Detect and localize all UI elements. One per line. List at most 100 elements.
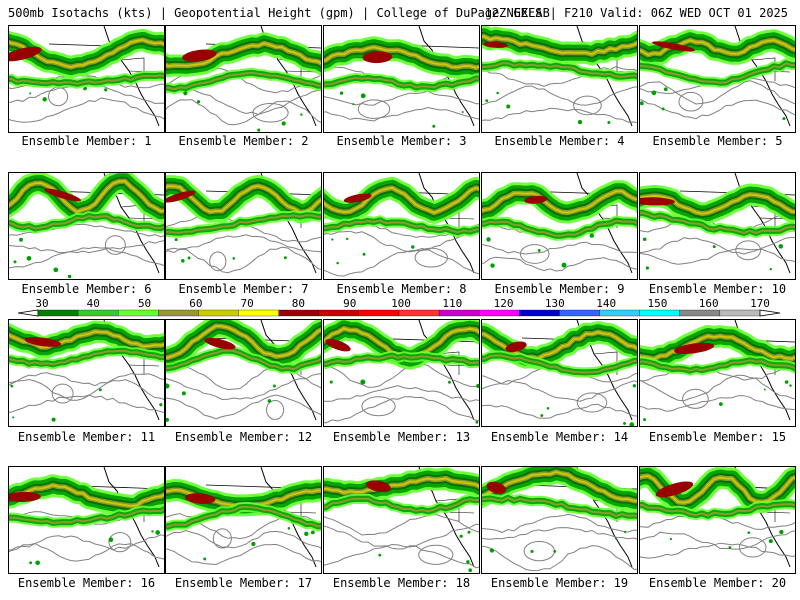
height-contour <box>166 373 321 401</box>
ensemble-map <box>9 467 164 568</box>
height-contour <box>324 106 479 122</box>
height-contour <box>324 385 479 402</box>
ensemble-panel <box>8 25 165 133</box>
isotach-speckle <box>29 561 33 565</box>
isotach-speckle <box>553 549 557 553</box>
map-title-right: 12Z GEFS | F210 Valid: 06Z WED OCT 01 20… <box>484 6 788 20</box>
height-contour <box>482 379 637 402</box>
isotach-speckle <box>448 380 451 384</box>
isotach-speckle <box>360 93 366 99</box>
height-contour <box>166 543 321 566</box>
isotach-speckle <box>51 417 56 422</box>
height-contour <box>482 545 637 572</box>
isotach-speckle <box>782 117 786 121</box>
jet-core-yellow <box>9 180 164 213</box>
jet-core-yellow <box>640 335 795 360</box>
jet-core-yellow <box>640 39 795 56</box>
height-contour-loop <box>48 86 69 107</box>
isotach-speckle <box>19 237 23 242</box>
ensemble-panel <box>8 466 165 574</box>
ensemble-panel <box>8 172 165 280</box>
jet-secondary <box>640 211 795 234</box>
height-contour <box>9 394 164 414</box>
isotach-speckle <box>108 537 114 543</box>
isotach-speckle <box>490 263 495 268</box>
jet-secondary <box>482 354 637 374</box>
jet-core-yellow <box>9 484 164 507</box>
colorbar-swatch <box>238 309 279 317</box>
isotach-speckle <box>155 530 161 535</box>
height-contour-loop <box>418 544 454 565</box>
isotach-speckle <box>669 537 673 541</box>
isotach-speckle <box>257 128 261 132</box>
height-contour <box>324 512 479 536</box>
jet-core-yellow <box>324 477 479 494</box>
colorbar-swatch <box>519 309 560 317</box>
ensemble-panel <box>323 466 480 574</box>
jet-core-yellow <box>166 325 321 359</box>
colorbar-tick-label: 50 <box>137 297 152 310</box>
isotach-speckle <box>232 257 236 260</box>
height-contour <box>482 241 637 255</box>
height-contour <box>640 542 795 559</box>
isotach-speckle <box>378 553 382 557</box>
isotach-speckle <box>607 120 611 124</box>
isotach-speckle <box>643 418 647 422</box>
height-contour <box>9 240 164 254</box>
colorbar-arrow-left <box>17 309 39 317</box>
height-contour-loop <box>104 235 126 255</box>
member-caption: Ensemble Member: 12 <box>174 430 313 444</box>
isotach-speckle <box>29 92 32 95</box>
height-contour <box>9 223 164 238</box>
jet-core-yellow <box>482 35 637 56</box>
jet-max-core <box>204 337 236 350</box>
height-contour <box>640 80 795 105</box>
height-contour <box>482 403 637 419</box>
isotach-speckle <box>310 530 315 535</box>
height-contour-loop <box>573 95 602 116</box>
isotach-speckle <box>26 255 32 261</box>
isotach-speckle <box>300 113 303 116</box>
colorbar-swatch <box>37 309 79 317</box>
isotach-speckle <box>784 380 789 384</box>
isotach-speckle <box>267 399 272 403</box>
ensemble-map <box>324 26 479 128</box>
jet-secondary <box>9 508 164 524</box>
height-contour-loop <box>738 537 767 558</box>
ensemble-panel <box>165 25 322 133</box>
member-caption: Ensemble Member: 10 <box>648 282 787 296</box>
isotach-speckle <box>530 549 534 553</box>
isotach-speckle <box>718 402 723 406</box>
colorbar-swatch <box>559 309 600 317</box>
ensemble-panel <box>165 466 322 574</box>
member-caption: Ensemble Member: 7 <box>178 282 309 296</box>
isotach-speckle <box>769 268 772 271</box>
ensemble-panel <box>481 172 638 280</box>
isotach-speckle <box>661 107 665 111</box>
height-contour-loop <box>209 251 227 272</box>
isotach-speckle <box>577 119 583 125</box>
ensemble-map <box>324 467 479 573</box>
height-contour <box>9 372 164 387</box>
ensemble-map <box>166 173 321 274</box>
colorbar-tick-label: 80 <box>291 297 306 310</box>
member-caption: Ensemble Member: 8 <box>336 282 467 296</box>
isotach-speckle <box>251 541 256 547</box>
isotach-speckle <box>614 537 618 540</box>
isotach-speckle <box>728 546 732 549</box>
member-caption: Ensemble Member: 6 <box>21 282 152 296</box>
ensemble-map <box>166 26 321 132</box>
isotach-speckle <box>331 238 334 241</box>
jet-max-core <box>325 338 351 352</box>
ensemble-map <box>324 173 479 277</box>
height-contour <box>482 66 637 87</box>
isotach-speckle <box>623 421 626 425</box>
ensemble-map <box>640 26 795 127</box>
ensemble-panel <box>323 172 480 280</box>
isotach-speckle <box>104 88 108 92</box>
colorbar-swatch <box>278 309 319 317</box>
colorbar-swatch <box>599 309 640 317</box>
colorbar-tick-label: 130 <box>544 297 565 310</box>
isotach-speckle <box>159 403 163 407</box>
isotach-speckle <box>763 388 766 391</box>
